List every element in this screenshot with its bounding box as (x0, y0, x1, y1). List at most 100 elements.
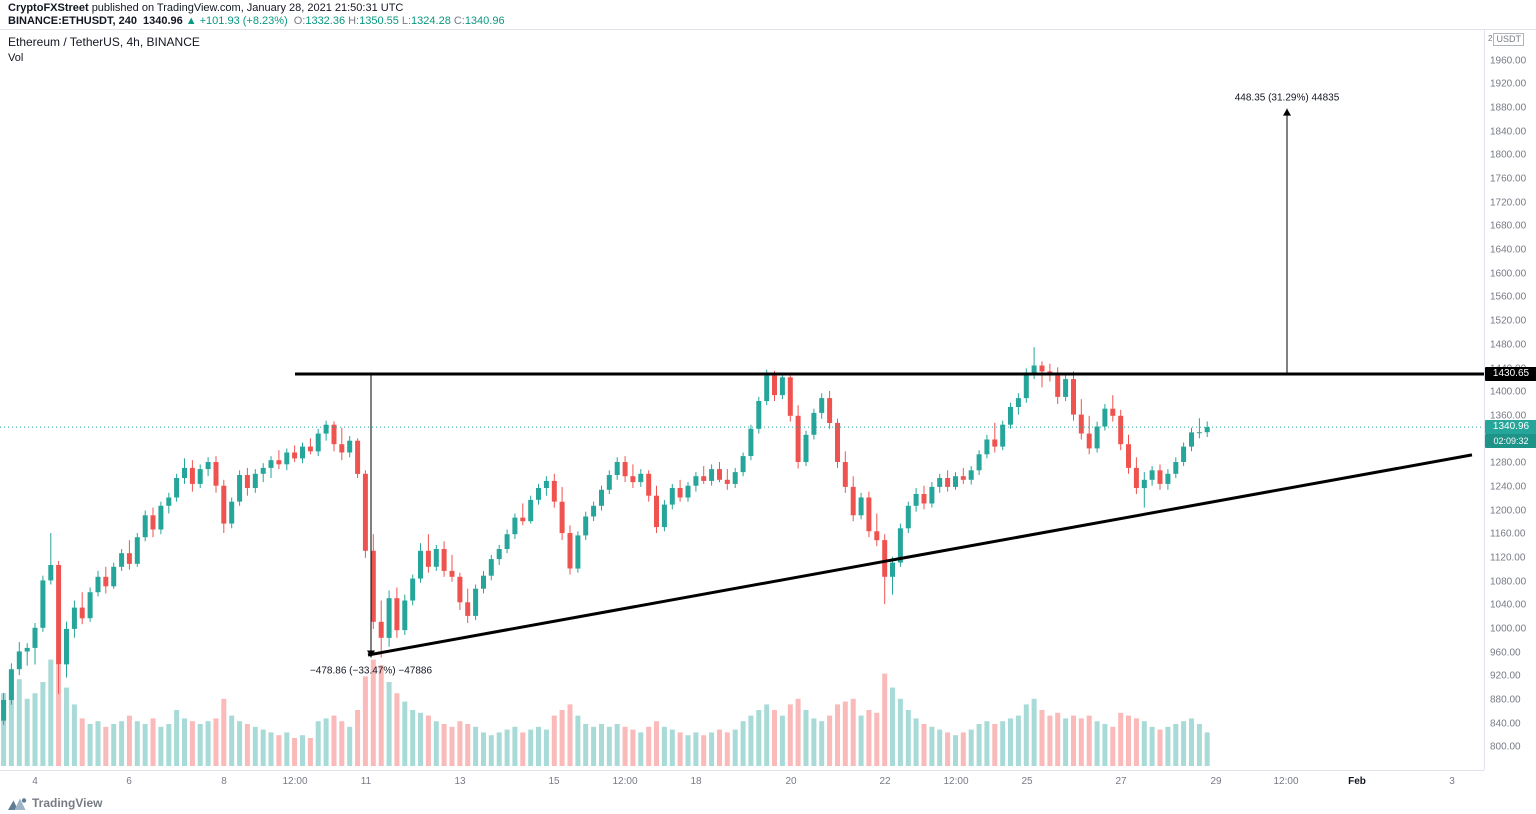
candle-body (402, 600, 408, 631)
symbol-interval[interactable]: BINANCE:ETHUSDT, 240 (8, 15, 137, 27)
price-axis[interactable]: 2 USDT 1430.65 1340.96 02:09:32 1960.00 19… (1484, 30, 1536, 770)
price-chart-canvas[interactable]: −478.86 (−33.47%) −47886 448.35 (31.29%) … (0, 30, 1484, 770)
candle-body (630, 476, 636, 483)
close-value: 1340.96 (464, 15, 505, 27)
volume-bar (953, 735, 958, 766)
price-tick-label: 1040.00 (1490, 599, 1527, 611)
candle-body (866, 497, 872, 532)
candle-body (1149, 470, 1155, 480)
volume-bar (740, 721, 746, 766)
time-tick-label: 12:00 (612, 776, 638, 787)
time-tick-label: 13 (454, 776, 466, 787)
volume-bar (87, 724, 93, 766)
price-tick-label: 1720.00 (1490, 197, 1527, 209)
volume-bar (339, 721, 345, 766)
price-tick-label: 880.00 (1490, 694, 1521, 706)
volume-bar (1055, 712, 1061, 766)
candle-body (119, 553, 125, 567)
candle-body (717, 469, 722, 480)
volume-bar (418, 712, 423, 766)
volume-bar (244, 724, 250, 766)
candle-body (724, 479, 730, 484)
volume-bar (638, 732, 644, 766)
header-last-price: 1340.96 (142, 15, 183, 27)
candle-body (638, 473, 644, 483)
axis-superscript: 2 (1488, 34, 1493, 43)
volume-bar (260, 729, 266, 766)
candle-body (905, 505, 911, 529)
volume-bar (229, 715, 235, 766)
price-tick-label: 1000.00 (1490, 623, 1527, 635)
candle-body (835, 422, 840, 462)
volume-bar (976, 724, 982, 766)
candle-body (213, 462, 219, 486)
volume-series (1, 659, 1210, 766)
volume-bar (1031, 698, 1037, 766)
axis-unit-label: USDT (1493, 33, 1524, 46)
volume-bar (1078, 718, 1084, 766)
candle-body (890, 562, 895, 577)
candle-body (189, 467, 195, 484)
volume-bar (520, 732, 526, 766)
volume-bar (182, 718, 187, 766)
attribution-header: CryptoFXStreet published on TradingView.c… (0, 0, 1536, 30)
volume-bar (1, 693, 7, 766)
open-label: O: (293, 15, 306, 27)
volume-legend-label[interactable]: Vol (8, 52, 24, 64)
candle-body (591, 505, 597, 517)
volume-bar (504, 729, 510, 766)
candle-body (732, 472, 738, 484)
tradingview-logo-icon (8, 797, 27, 810)
price-tick-label: 1840.00 (1490, 126, 1527, 138)
candle-body (520, 517, 526, 522)
volume-bar (425, 715, 431, 766)
candle-body (221, 485, 227, 524)
tradingview-branding[interactable]: TradingView (8, 794, 102, 812)
candle-body (111, 566, 117, 587)
volume-bar (622, 726, 628, 766)
volume-bar (748, 715, 754, 766)
candle-body (748, 428, 754, 456)
volume-bar (64, 687, 69, 766)
volume-bar (79, 718, 85, 766)
candle-body (929, 486, 935, 504)
candle-body (803, 434, 809, 462)
volume-bar (126, 715, 132, 766)
candle-body (984, 439, 990, 455)
volume-bar (1157, 729, 1163, 766)
price-tick-label: 1080.00 (1490, 576, 1527, 588)
candle-body (543, 480, 549, 488)
candle-body (811, 412, 817, 435)
time-tick-label: 4 (32, 776, 38, 787)
candle-body (465, 602, 471, 616)
volume-bar (827, 715, 833, 766)
volume-bar (787, 704, 793, 766)
time-axis[interactable]: 4 6 8 12:00 11 13 15 12:00 18 20 22 12:00 25 27 29 12:0… (0, 770, 1484, 793)
ascending-trendline[interactable] (367, 453, 1473, 657)
candle-body (158, 505, 164, 530)
publish-note: published on TradingView.com, January 28… (91, 2, 404, 14)
volume-bar (882, 673, 888, 766)
candle-body (1031, 365, 1037, 374)
time-tick-label: 20 (785, 776, 797, 787)
price-tick-label: 960.00 (1490, 647, 1521, 659)
chart-area[interactable]: −478.86 (−33.47%) −47886 448.35 (31.29%) … (0, 30, 1536, 814)
price-tick-label: 1600.00 (1490, 268, 1527, 280)
chart-legend-title[interactable]: Ethereum / TetherUS, 4h, BINANCE (8, 35, 200, 49)
volume-bar (1008, 718, 1013, 766)
candle-body (103, 576, 109, 587)
volume-bar (142, 724, 148, 766)
candle-body (504, 534, 510, 549)
price-tick-label: 920.00 (1490, 670, 1521, 682)
measure-label: −478.86 (−33.47%) −47886 (310, 666, 432, 677)
volume-bar (803, 710, 809, 766)
candle-body (1071, 379, 1076, 415)
volume-bar (1086, 715, 1092, 766)
price-tick-label: 1360.00 (1490, 410, 1527, 422)
candle-body (410, 578, 416, 601)
volume-bar (331, 715, 337, 766)
price-tick-label: 1280.00 (1490, 457, 1527, 469)
candle-body (512, 517, 518, 535)
candle-body (795, 415, 801, 462)
candle-body (968, 470, 974, 480)
